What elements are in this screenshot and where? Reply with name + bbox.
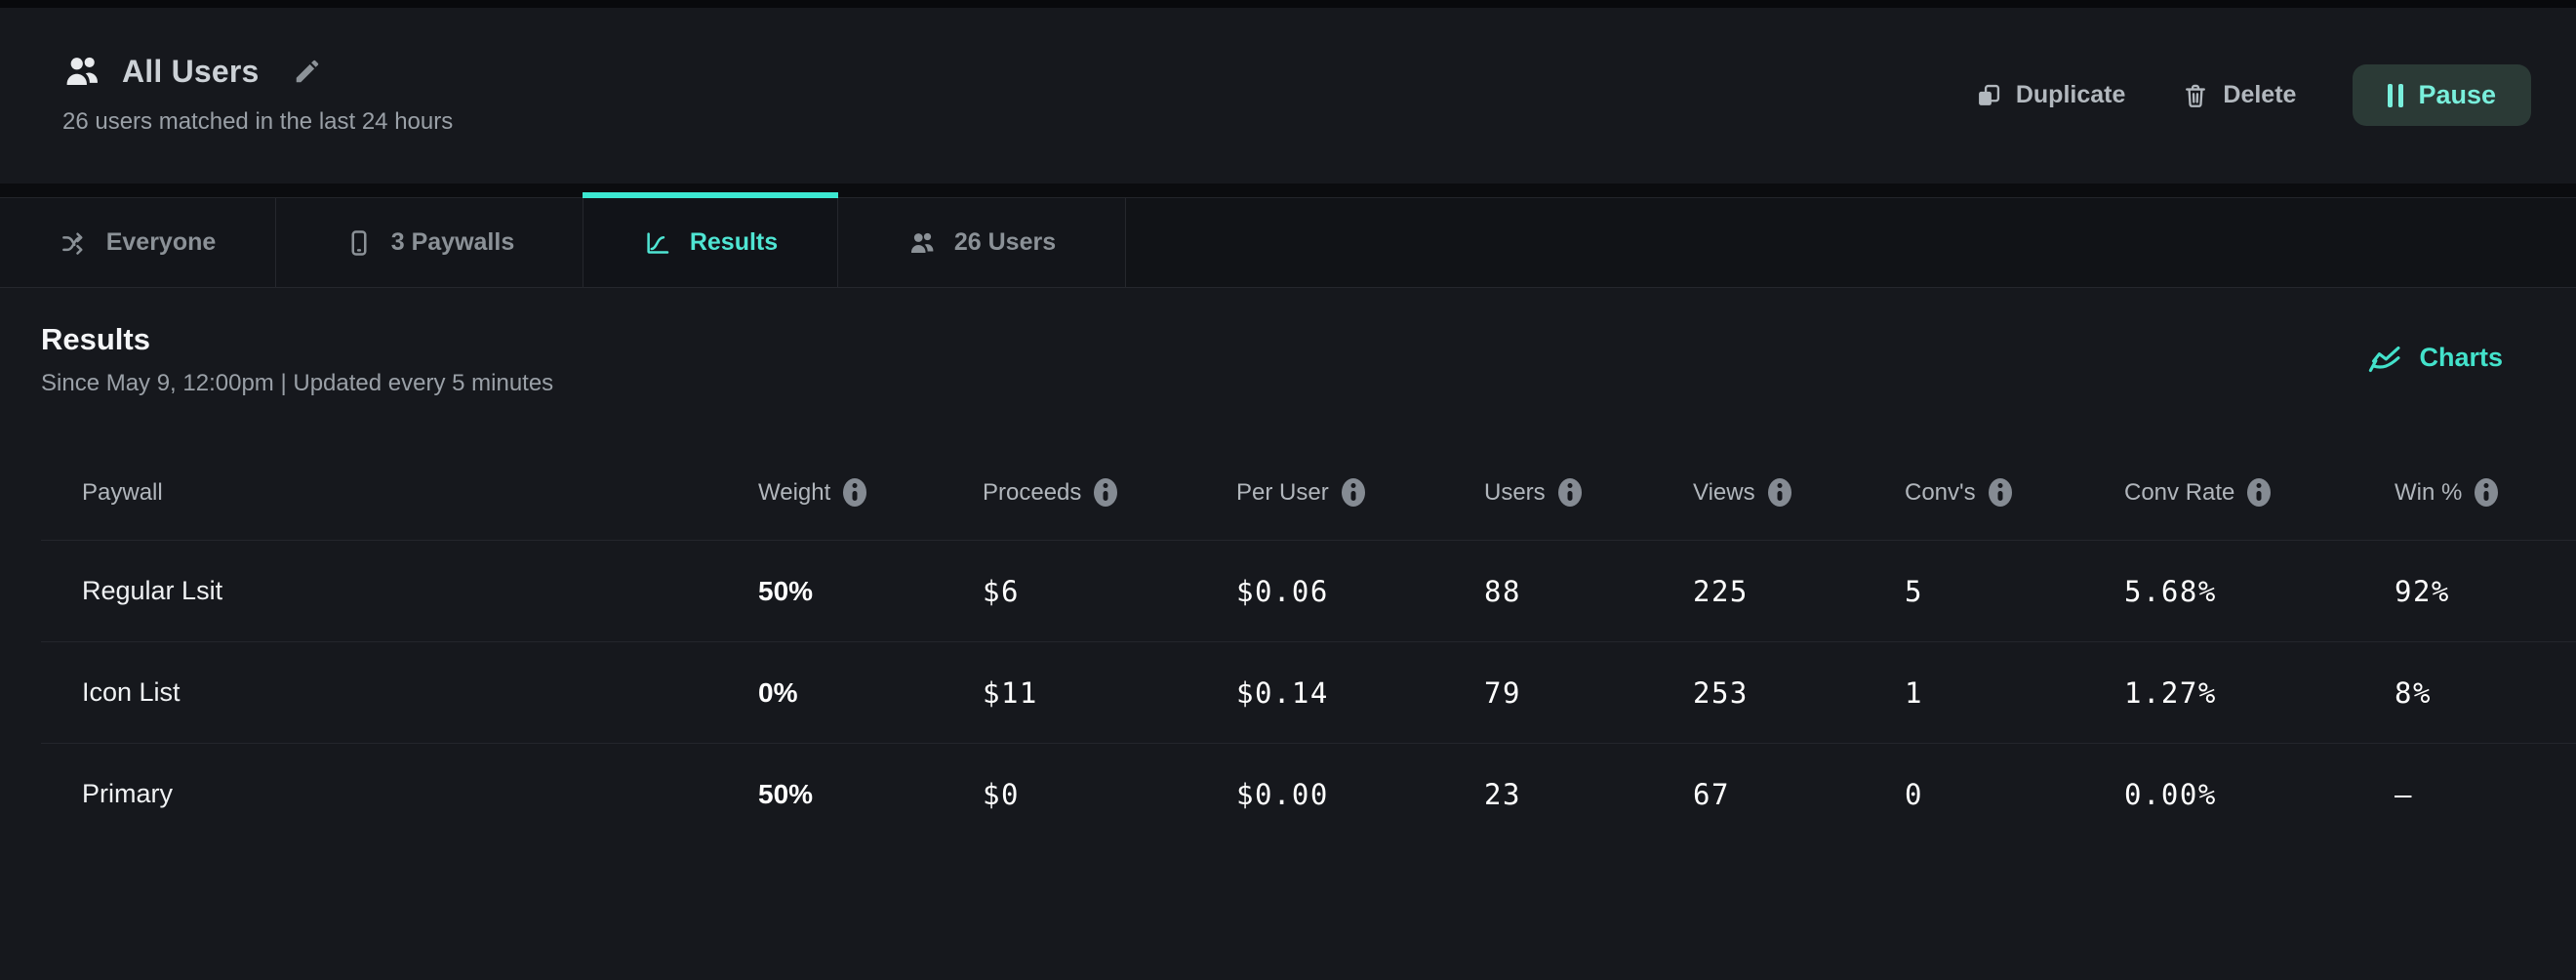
tab-users[interactable]: 26 Users [838, 198, 1126, 287]
duplicate-label: Duplicate [2015, 81, 2126, 108]
tab-everyone-label: Everyone [105, 228, 217, 256]
paywall-name: Icon List [82, 677, 181, 707]
per-user-value: $0.14 [1236, 675, 1329, 710]
views-value: 225 [1693, 574, 1749, 608]
charts-label: Charts [2419, 342, 2503, 372]
col-users: Users [1484, 478, 1693, 507]
info-icon[interactable] [1557, 478, 1582, 507]
delete-label: Delete [2223, 81, 2297, 108]
weight-value: 0% [758, 676, 798, 708]
header-actions: Duplicate Delete Pause [1975, 64, 2531, 126]
col-convs: Conv's [1905, 478, 2124, 507]
info-icon[interactable] [1988, 478, 2012, 507]
conv-rate-value: 1.27% [2124, 675, 2217, 710]
convs-value: 1 [1905, 675, 1923, 710]
tab-results-label: Results [689, 228, 779, 256]
win-value: 8% [2395, 675, 2432, 710]
info-icon[interactable] [1341, 478, 1365, 507]
proceeds-value: $11 [983, 675, 1038, 710]
users-value: 79 [1484, 675, 1521, 710]
tab-results[interactable]: Results [583, 192, 838, 287]
tab-bar-filler [1126, 198, 2576, 287]
info-icon[interactable] [1767, 478, 1791, 507]
duplicate-icon [1978, 84, 1999, 105]
info-icon[interactable] [1094, 478, 1118, 507]
convs-value: 0 [1905, 777, 1923, 811]
win-value: 92% [2395, 574, 2450, 608]
convs-value: 5 [1905, 574, 1923, 608]
results-subheading: Since May 9, 12:00pm | Updated every 5 m… [41, 370, 554, 396]
weight-value: 50% [758, 778, 814, 809]
views-value: 67 [1693, 777, 1730, 811]
col-weight: Weight [758, 478, 983, 507]
table-header-row: Paywall Weight Proceeds Per User Users V… [41, 445, 2576, 540]
charts-link[interactable]: Charts [2366, 339, 2503, 376]
trash-icon [2186, 84, 2206, 107]
tab-band [0, 184, 2576, 197]
col-views: Views [1693, 478, 1905, 507]
results-section: Results Since May 9, 12:00pm | Updated e… [0, 288, 2576, 844]
users-value: 23 [1484, 777, 1521, 811]
edit-pencil-icon[interactable] [293, 57, 322, 86]
charts-icon [2369, 346, 2400, 373]
weight-value: 50% [758, 575, 814, 606]
conv-rate-value: 5.68% [2124, 574, 2217, 608]
pause-button[interactable]: Pause [2353, 64, 2531, 126]
page-title: All Users [122, 53, 260, 89]
matched-users-subtitle: 26 users matched in the last 24 hours [62, 108, 454, 135]
proceeds-value: $0 [983, 777, 1020, 811]
col-win: Win % [2395, 478, 2576, 507]
col-per-user: Per User [1236, 478, 1484, 507]
window-top-strip [0, 0, 2576, 8]
paywall-name: Primary [82, 779, 173, 808]
table-body: Regular Lsit 50% $6 $0.06 88 225 5 5.68%… [41, 540, 2576, 844]
info-icon[interactable] [843, 478, 867, 507]
duplicate-button[interactable]: Duplicate [1975, 81, 2126, 109]
info-icon[interactable] [2475, 478, 2499, 507]
tab-bar: Everyone 3 Paywalls Results 26 Users [0, 192, 2576, 288]
per-user-value: $0.06 [1236, 574, 1329, 608]
col-conv-rate: Conv Rate [2124, 478, 2395, 507]
proceeds-value: $6 [983, 574, 1020, 608]
results-chart-icon [647, 231, 669, 254]
split-arrows-icon [61, 232, 83, 255]
per-user-value: $0.00 [1236, 777, 1329, 811]
table-row[interactable]: Primary 50% $0 $0.00 23 67 0 0.00% – [41, 743, 2576, 844]
tab-paywalls-label: 3 Paywalls [390, 228, 515, 256]
paywall-name: Regular Lsit [82, 576, 223, 605]
delete-button[interactable]: Delete [2182, 81, 2296, 109]
views-value: 253 [1693, 675, 1749, 710]
tab-users-label: 26 Users [953, 228, 1057, 256]
table-row[interactable]: Regular Lsit 50% $6 $0.06 88 225 5 5.68%… [41, 540, 2576, 641]
pause-icon [2388, 83, 2404, 107]
col-paywall: Paywall [82, 478, 163, 506]
table-row[interactable]: Icon List 0% $11 $0.14 79 253 1 1.27% 8% [41, 641, 2576, 743]
conv-rate-value: 0.00% [2124, 777, 2217, 811]
users-value: 88 [1484, 574, 1521, 608]
phone-icon [351, 229, 367, 256]
info-icon[interactable] [2247, 478, 2272, 507]
col-proceeds: Proceeds [983, 478, 1236, 507]
tab-everyone[interactable]: Everyone [0, 198, 276, 287]
page-header: All Users 26 users matched in the last 2… [0, 8, 2576, 184]
win-value: – [2395, 777, 2413, 811]
pause-label: Pause [2418, 80, 2496, 109]
tab-paywalls[interactable]: 3 Paywalls [276, 198, 584, 287]
results-heading: Results [41, 322, 150, 356]
results-table: Paywall Weight Proceeds Per User Users V… [41, 445, 2576, 844]
users-icon [66, 57, 98, 85]
users-icon [910, 232, 934, 253]
